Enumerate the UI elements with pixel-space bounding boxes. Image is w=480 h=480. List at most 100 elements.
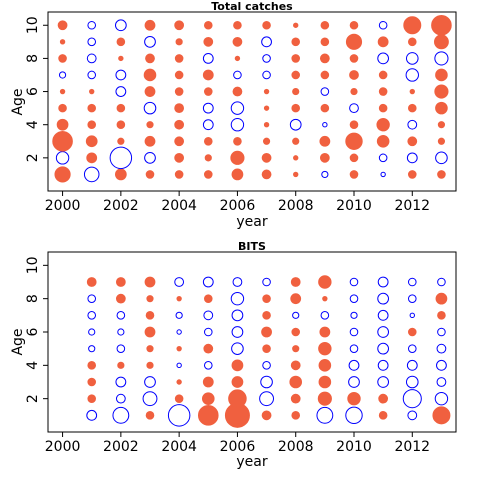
bubble-positive bbox=[144, 135, 156, 147]
bubble-negative bbox=[437, 277, 446, 287]
x-tick-label: 2012 bbox=[394, 439, 430, 455]
chart-title: BITS bbox=[238, 240, 266, 253]
bubble-negative bbox=[202, 119, 214, 131]
bubble-negative bbox=[349, 344, 359, 353]
bubble-positive bbox=[318, 359, 332, 372]
bubble-negative bbox=[377, 326, 390, 338]
bubble-positive bbox=[174, 20, 185, 31]
bubbles bbox=[86, 275, 451, 428]
bubble-positive bbox=[86, 277, 97, 287]
bubble-positive bbox=[261, 152, 272, 163]
bubble-positive bbox=[349, 153, 359, 163]
bubble-positive bbox=[262, 294, 271, 303]
bubble-positive bbox=[232, 36, 243, 47]
bubble-positive bbox=[146, 345, 154, 353]
bubble-negative bbox=[87, 20, 97, 30]
bubble-negative bbox=[259, 391, 274, 407]
bubble-positive bbox=[320, 20, 330, 30]
bubble-positive bbox=[203, 136, 213, 146]
bubble-positive bbox=[174, 152, 185, 163]
bubble-negative bbox=[320, 87, 330, 96]
bubble-positive bbox=[292, 137, 300, 145]
bubble-negative bbox=[320, 311, 330, 320]
bubble-positive bbox=[318, 375, 332, 389]
bubble-positive bbox=[144, 19, 156, 31]
bubble-positive bbox=[292, 87, 300, 96]
bubble-positive bbox=[349, 170, 359, 179]
bubble-positive bbox=[345, 33, 363, 50]
bubble-positive bbox=[293, 155, 299, 161]
bubble-positive bbox=[204, 154, 212, 162]
bubble-negative bbox=[349, 294, 359, 303]
bubble-negative bbox=[86, 409, 98, 421]
bubble-negative bbox=[407, 410, 418, 421]
bubble-negative bbox=[436, 359, 447, 371]
bubble-positive bbox=[117, 361, 125, 369]
bubble-positive bbox=[174, 394, 184, 403]
y-tick-label: 10 bbox=[25, 256, 41, 274]
bubble-negative bbox=[377, 342, 390, 355]
bubble-negative bbox=[377, 309, 389, 321]
y-tick-label: 8 bbox=[25, 294, 41, 303]
bubble-negative bbox=[230, 291, 245, 306]
bubble-positive bbox=[87, 377, 97, 387]
bubble-negative bbox=[435, 151, 448, 165]
bubble-positive bbox=[145, 170, 155, 179]
bubble-negative bbox=[174, 277, 185, 287]
bubble-negative bbox=[203, 361, 213, 370]
bubble-positive bbox=[85, 135, 98, 148]
bubble-positive bbox=[407, 327, 417, 337]
bubble-negative bbox=[114, 19, 127, 32]
bubble-positive bbox=[174, 70, 184, 80]
bubble-positive bbox=[263, 122, 270, 128]
bubble-positive bbox=[291, 37, 301, 47]
bubble-positive bbox=[176, 379, 182, 385]
bubble-positive bbox=[378, 103, 388, 113]
bubble-positive bbox=[290, 360, 301, 371]
bubble-positive bbox=[350, 87, 358, 96]
x-tick-label: 2000 bbox=[45, 198, 81, 214]
bubble-positive bbox=[54, 166, 71, 183]
bubble-negative bbox=[115, 69, 127, 81]
bubbles bbox=[52, 14, 452, 183]
bubble-negative bbox=[167, 404, 191, 427]
x-tick-label: 2004 bbox=[161, 198, 197, 214]
bubble-positive bbox=[174, 87, 184, 96]
bubble-negative bbox=[115, 86, 127, 97]
bubble-positive bbox=[175, 38, 183, 46]
bubble-positive bbox=[176, 345, 182, 352]
x-axis: 2000 2002 2004 2006 2008 2010 2012 bbox=[45, 432, 430, 455]
bubble-negative bbox=[407, 294, 417, 303]
bubble-negative bbox=[109, 146, 133, 170]
bubble-positive bbox=[262, 311, 271, 320]
bubble-negative bbox=[202, 53, 214, 64]
bubble-positive bbox=[407, 170, 417, 179]
bubble-positive bbox=[432, 406, 451, 425]
bubble-negative bbox=[232, 277, 243, 287]
bubble-negative bbox=[144, 151, 156, 164]
bubble-negative bbox=[117, 328, 125, 336]
bubble-negative bbox=[202, 102, 214, 114]
x-tick-label: 2012 bbox=[394, 198, 430, 214]
bubble-negative bbox=[406, 152, 418, 164]
bubble-negative bbox=[407, 344, 417, 353]
bubble-positive bbox=[437, 170, 446, 179]
bubble-positive bbox=[291, 70, 301, 80]
bubble-positive bbox=[230, 150, 245, 165]
bubble-positive bbox=[290, 277, 301, 287]
bubble-positive bbox=[431, 14, 452, 36]
bubble-positive bbox=[319, 135, 331, 147]
bubble-positive bbox=[203, 170, 213, 179]
bubble-negative bbox=[407, 119, 418, 130]
bubble-negative bbox=[322, 122, 328, 128]
bubble-positive bbox=[174, 103, 185, 114]
bubble-positive bbox=[378, 411, 388, 420]
y-axis: 2 4 6 8 10 bbox=[25, 256, 48, 403]
bubble-positive bbox=[435, 68, 448, 82]
bubble-negative bbox=[316, 406, 334, 424]
bubble-negative bbox=[407, 277, 417, 287]
bubble-positive bbox=[116, 37, 126, 47]
bubble-negative bbox=[262, 70, 271, 80]
bubble-positive bbox=[87, 120, 97, 129]
bubble-positive bbox=[116, 120, 126, 129]
